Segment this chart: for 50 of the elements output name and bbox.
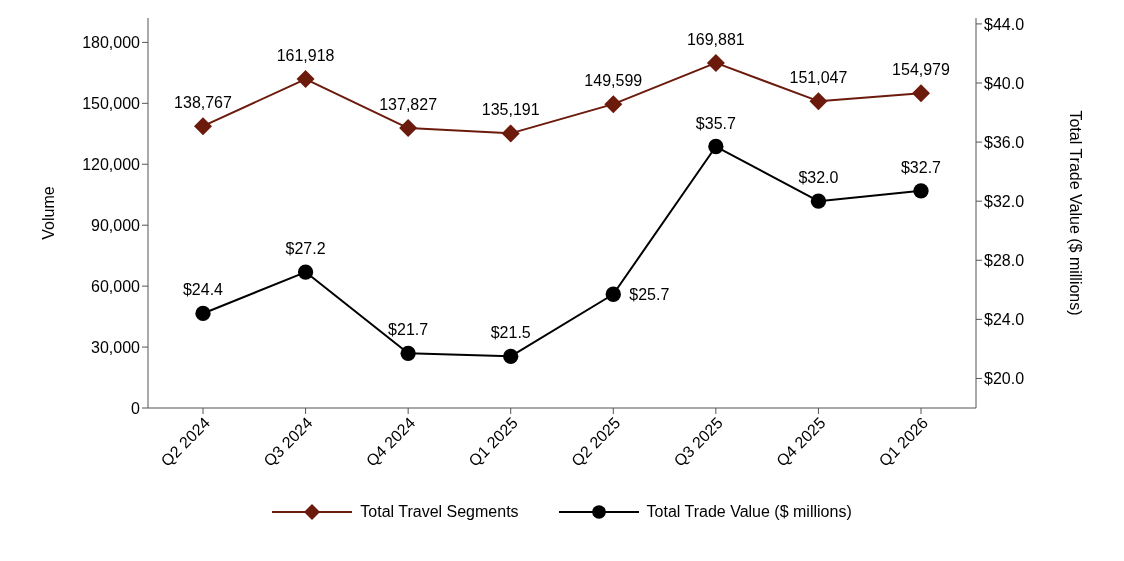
y-tick-label: 150,000: [82, 94, 141, 112]
data-label: $21.7: [388, 321, 429, 339]
point: [296, 70, 315, 89]
y-tick-label: 0: [131, 399, 141, 417]
data-label: $21.5: [490, 324, 531, 342]
y2-tick-label: $44.0: [984, 15, 1025, 33]
point: [809, 92, 828, 111]
point: [706, 53, 725, 72]
point: [399, 119, 418, 138]
y-axis-title: Volume: [39, 186, 57, 240]
point: [604, 95, 623, 114]
point: [913, 183, 929, 199]
data-label: $32.7: [900, 158, 942, 176]
y-tick-label: 120,000: [82, 155, 141, 173]
y2-tick-label: $40.0: [984, 74, 1025, 92]
data-label: $25.7: [629, 286, 670, 304]
point: [501, 124, 520, 143]
point: [194, 117, 212, 136]
data-label: 161,918: [276, 47, 335, 65]
data-label: 135,191: [481, 101, 540, 119]
point: [605, 286, 621, 302]
y2-axis-title: Total Trade Value ($ millions): [1067, 110, 1085, 316]
y-tick-label: 60,000: [91, 277, 141, 295]
data-label: 138,767: [174, 94, 233, 112]
data-label: 149,599: [584, 72, 643, 90]
point: [708, 138, 724, 155]
y-tick-label: 30,000: [91, 338, 141, 356]
y-tick-label: 180,000: [82, 34, 141, 52]
y2-tick-label: $36.0: [984, 133, 1025, 151]
point: [195, 305, 211, 322]
y2-tick-label: $28.0: [984, 251, 1025, 269]
y2-tick-label: $24.0: [984, 311, 1025, 329]
point: [810, 193, 827, 209]
point: [912, 84, 930, 103]
legend-label: Total Travel Segments: [360, 503, 519, 521]
y-tick-label: 90,000: [91, 216, 141, 234]
legend-label: Total Trade Value ($ millions): [646, 503, 852, 521]
data-label: 151,047: [789, 69, 848, 87]
point: [503, 348, 519, 364]
data-label: 154,979: [892, 61, 951, 79]
data-label: 169,881: [686, 30, 745, 48]
point: [297, 264, 314, 280]
y2-tick-label: $32.0: [984, 192, 1025, 210]
point: [400, 345, 416, 361]
data-label: $32.0: [798, 169, 839, 187]
data-label: $35.7: [695, 114, 736, 132]
data-label: $24.4: [182, 281, 224, 299]
data-label: $27.2: [285, 240, 326, 258]
data-label: 137,827: [379, 96, 438, 114]
y2-tick-label: $20.0: [984, 370, 1025, 388]
